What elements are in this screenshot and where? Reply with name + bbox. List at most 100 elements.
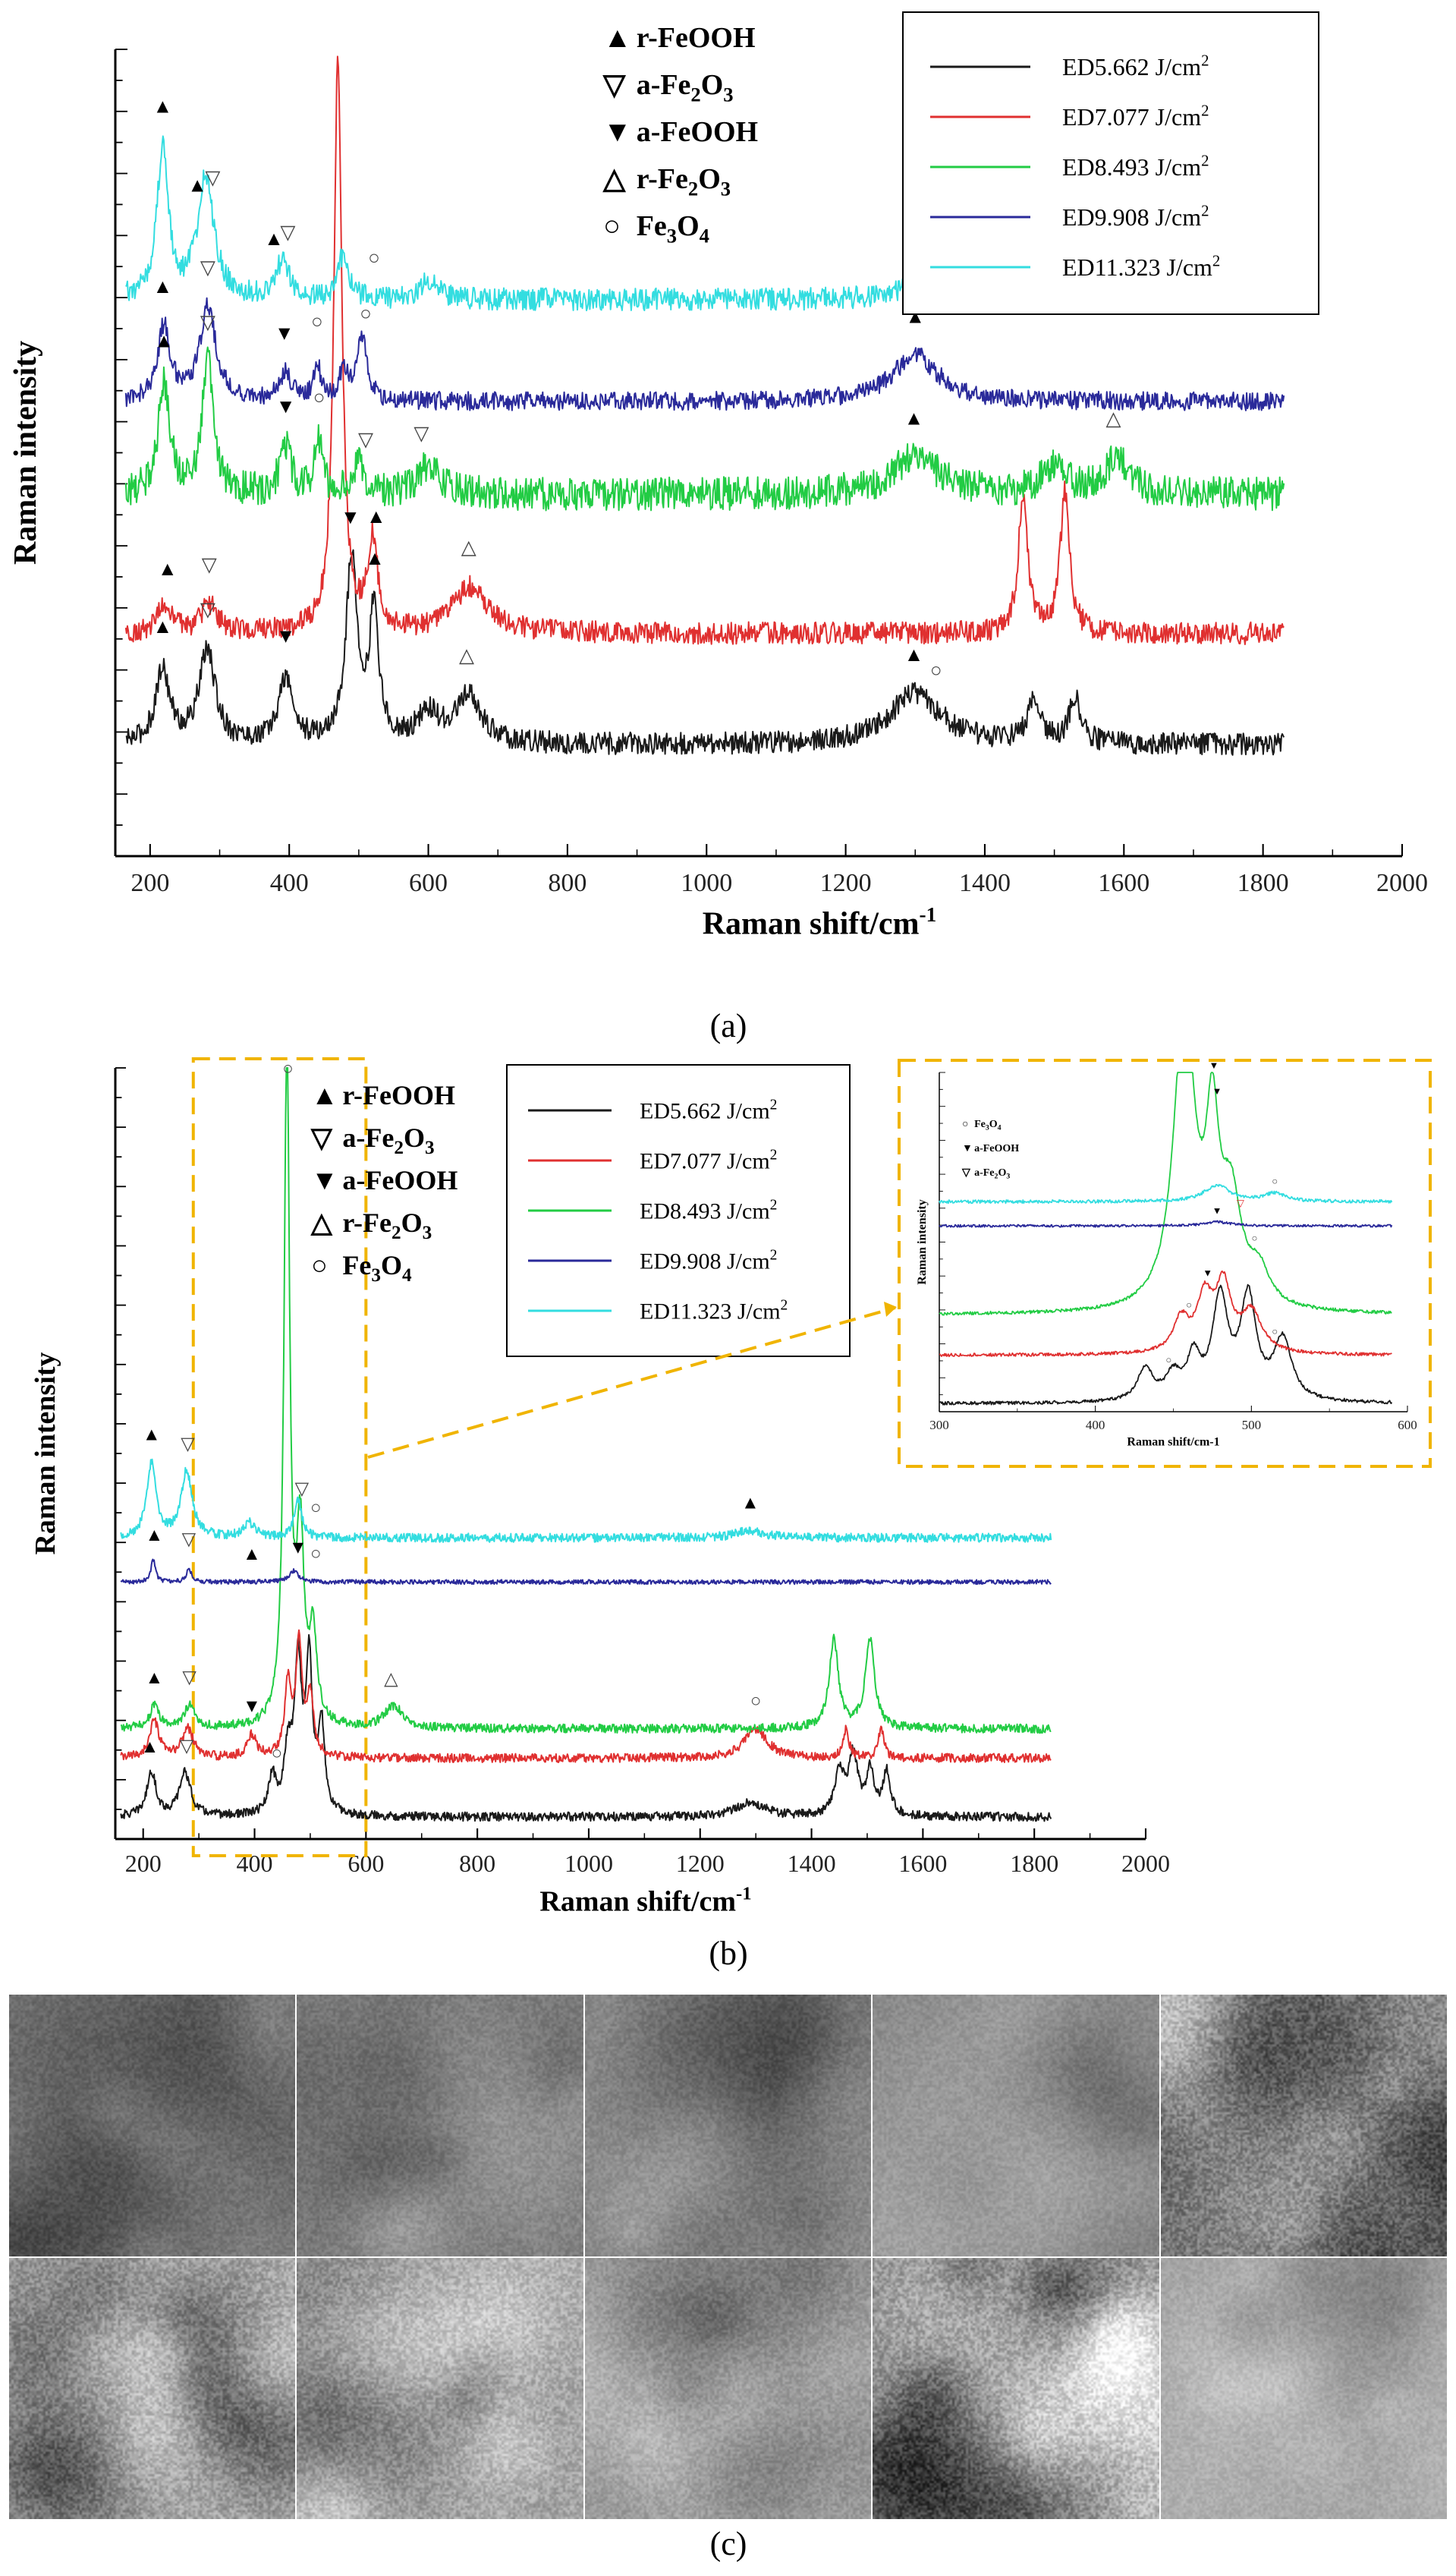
marker-legend-symbol: ▼ bbox=[603, 116, 632, 148]
marker-legend-symbol: ▽ bbox=[961, 1167, 971, 1179]
peak-marker: ▲ bbox=[187, 174, 207, 196]
peak-marker: ▲ bbox=[158, 558, 178, 580]
peak-marker: ○ bbox=[750, 1692, 762, 1712]
x-axis-label: Raman shift/cm-1 bbox=[539, 1883, 751, 1917]
series-line-ED8.493 bbox=[939, 1072, 1392, 1316]
marker-legend-symbol: ▲ bbox=[311, 1080, 338, 1110]
peak-marker: ▽ bbox=[180, 1737, 194, 1756]
peak-marker: ○ bbox=[282, 1059, 294, 1079]
micrograph-grid bbox=[9, 1995, 1448, 2521]
peak-marker: ○ bbox=[1252, 1233, 1258, 1244]
micrograph-texture bbox=[873, 2257, 1159, 2519]
legend-label-ED9.908: ED9.908 J/cm2 bbox=[1062, 202, 1209, 231]
micrograph-texture bbox=[584, 1995, 872, 2256]
peak-marker: ▲ bbox=[365, 547, 385, 569]
micrograph-texture bbox=[584, 2257, 872, 2519]
marker-legend-symbol: ▽ bbox=[602, 69, 627, 101]
peak-marker: △ bbox=[384, 1670, 398, 1690]
marker-legend-label: Fe3O4 bbox=[974, 1119, 1002, 1132]
series-line-ED5.662 bbox=[120, 1634, 1052, 1822]
marker-legend-label: r-Fe2O3 bbox=[342, 1208, 432, 1243]
peak-marker: ▲ bbox=[904, 407, 924, 429]
peak-marker: ▼ bbox=[276, 625, 296, 647]
peak-marker: ▽ bbox=[295, 1479, 310, 1499]
zoom-arrowhead bbox=[884, 1302, 897, 1317]
marker-legend-label: r-FeOOH bbox=[342, 1080, 455, 1110]
peak-marker: ○ bbox=[930, 659, 942, 681]
peak-marker: ▽ bbox=[200, 311, 215, 333]
series-line-ED9.908 bbox=[124, 297, 1285, 411]
peak-marker: ○ bbox=[368, 247, 380, 269]
series-line-ED9.908 bbox=[120, 1558, 1052, 1586]
x-tick-label: 1000 bbox=[564, 1850, 613, 1877]
peak-marker: ○ bbox=[310, 1498, 322, 1518]
peak-marker: ▼ bbox=[276, 395, 296, 417]
peak-marker: △ bbox=[1106, 408, 1121, 430]
peak-marker: ○ bbox=[1165, 1354, 1171, 1365]
x-tick-label: 1600 bbox=[1098, 869, 1149, 897]
x-tick-label: 2000 bbox=[1376, 869, 1428, 897]
peak-marker: ▽ bbox=[205, 166, 220, 188]
peak-marker: ▼ bbox=[275, 322, 294, 344]
x-axis-label: Raman shift/cm-1 bbox=[703, 903, 937, 942]
peak-marker: △ bbox=[461, 537, 476, 559]
series-line-ED8.493 bbox=[120, 1067, 1052, 1734]
marker-legend-symbol: ○ bbox=[603, 210, 621, 242]
peak-marker: ○ bbox=[313, 386, 325, 408]
peak-marker: ▲ bbox=[741, 1494, 759, 1513]
micrograph-texture bbox=[9, 1995, 296, 2256]
x-tick-label: 1200 bbox=[820, 869, 872, 897]
legend-label-ED5.662: ED5.662 J/cm2 bbox=[1062, 52, 1209, 80]
micrograph-tile bbox=[584, 2257, 872, 2519]
x-tick-label: 200 bbox=[131, 869, 169, 897]
series-line-ED7.077 bbox=[120, 1629, 1052, 1763]
marker-legend-symbol: ▲ bbox=[603, 22, 632, 54]
peak-marker: ▼ bbox=[1212, 1205, 1222, 1216]
marker-legend-label: r-Fe2O3 bbox=[637, 163, 731, 200]
peak-marker: ○ bbox=[311, 310, 323, 332]
x-tick-label: 400 bbox=[270, 869, 309, 897]
x-tick-label: 800 bbox=[459, 1850, 495, 1877]
peak-marker: ▲ bbox=[146, 1526, 164, 1545]
legend-label-ED5.662: ED5.662 J/cm2 bbox=[640, 1097, 777, 1124]
x-tick-label: 1800 bbox=[1237, 869, 1289, 897]
inset-chart: 300 400 500 600 Raman shift/cm-1 Raman intens… bbox=[916, 1060, 1417, 1449]
peak-marker: ▽ bbox=[181, 1434, 195, 1454]
micrograph-texture bbox=[297, 1995, 583, 2256]
marker-legend-label: r-FeOOH bbox=[637, 22, 756, 54]
peak-marker: ▲ bbox=[153, 276, 172, 298]
marker-legend-symbol: ○ bbox=[962, 1119, 968, 1130]
series-legend-box bbox=[902, 11, 1319, 315]
y-axis-label: Raman intensity bbox=[916, 1199, 929, 1284]
x-tick-label: 400 bbox=[1086, 1418, 1105, 1432]
x-tick-label: 800 bbox=[548, 869, 586, 897]
marker-legend-label: a-FeOOH bbox=[637, 116, 758, 148]
peak-marker: ▽ bbox=[182, 1530, 197, 1550]
peak-marker: ▲ bbox=[143, 1425, 161, 1444]
series-line-ED7.077 bbox=[124, 55, 1285, 645]
series-line-ED11.323 bbox=[939, 1183, 1393, 1205]
caption-c: (c) bbox=[709, 2525, 747, 2562]
micrograph-texture bbox=[297, 2257, 583, 2519]
marker-legend-symbol: ▼ bbox=[311, 1165, 338, 1195]
x-tick-label: 300 bbox=[929, 1418, 949, 1432]
peak-marker: ▲ bbox=[153, 96, 172, 118]
x-tick-label: 2000 bbox=[1121, 1850, 1170, 1877]
x-axis-label: Raman shift/cm-1 bbox=[1127, 1436, 1219, 1449]
micrograph-texture bbox=[873, 1995, 1159, 2256]
peak-marker: ▽ bbox=[200, 257, 215, 279]
marker-legend-symbol: △ bbox=[310, 1208, 333, 1238]
legend-label-ED8.493: ED8.493 J/cm2 bbox=[1062, 152, 1209, 181]
peak-marker: ▽ bbox=[202, 554, 217, 576]
caption-b: (b) bbox=[709, 1935, 748, 1972]
x-tick-label: 200 bbox=[125, 1850, 162, 1877]
peak-marker: ▽ bbox=[182, 1667, 197, 1687]
peak-marker: ▲ bbox=[146, 1668, 164, 1688]
peak-marker: ▲ bbox=[904, 644, 924, 666]
micrograph-tile bbox=[9, 1995, 296, 2256]
marker-legend-symbol: △ bbox=[602, 163, 627, 195]
y-axis-label: Raman intensity bbox=[8, 341, 43, 565]
legend-label-ED7.077: ED7.077 J/cm2 bbox=[1062, 102, 1209, 131]
micrograph-tile bbox=[584, 1995, 872, 2256]
peak-marker: ○ bbox=[272, 1744, 283, 1764]
